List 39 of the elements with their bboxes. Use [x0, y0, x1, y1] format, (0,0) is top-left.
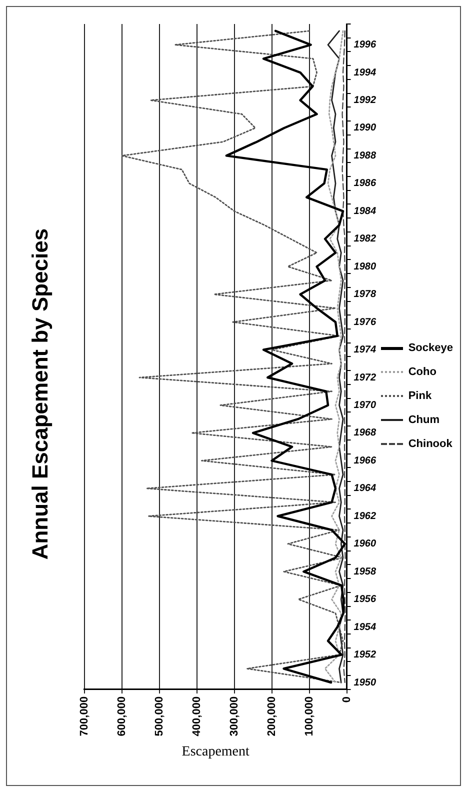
y-tick-label: 1972	[354, 372, 376, 384]
y-tick-label: 1980	[354, 261, 376, 272]
y-tick-label: 1950	[354, 677, 376, 688]
y-tick-label: 1958	[354, 566, 376, 578]
y-tick-label: 1956	[354, 594, 376, 606]
x-tick-label: 600,000	[116, 696, 128, 736]
x-tick-label: 500,000	[153, 696, 166, 736]
y-tick-label: 1954	[354, 622, 376, 633]
y-tick-label: 1996	[354, 40, 376, 51]
legend-label: Sockeye	[408, 342, 453, 354]
y-tick-label: 1968	[354, 428, 376, 439]
y-tick-label: 1982	[354, 234, 376, 245]
y-tick-label: 1976	[354, 316, 376, 328]
x-tick-label: 0	[340, 696, 353, 703]
y-tick-label: 1988	[354, 150, 376, 162]
y-tick-label: 1994	[354, 67, 376, 78]
legend-label: Pink	[408, 390, 432, 402]
legend-label: Chum	[408, 414, 440, 426]
y-tick-label: 1964	[354, 483, 376, 494]
y-tick-label: 1962	[354, 510, 376, 522]
y-tick-label: 1970	[354, 400, 376, 411]
y-tick-label: 1974	[354, 344, 376, 356]
y-tick-label: 1986	[354, 178, 376, 190]
y-tick-label: 1984	[354, 206, 376, 217]
x-axis-title: Escapement	[182, 744, 250, 760]
x-tick-label: 400,000	[190, 696, 203, 736]
y-tick-label: 1990	[354, 122, 376, 134]
x-tick-label: 200,000	[266, 696, 278, 736]
legend-label: Coho	[408, 366, 436, 378]
y-tick-label: 1992	[354, 95, 376, 106]
x-tick-label: 100,000	[303, 696, 316, 736]
y-tick-label: 1952	[354, 650, 376, 661]
x-tick-label: 300,000	[228, 696, 240, 736]
y-tick-label: 1978	[354, 289, 376, 300]
x-tick-label: 700,000	[78, 696, 90, 736]
legend-label: Chinook	[408, 438, 452, 450]
text: Annual Escapement by Species	[27, 228, 52, 560]
y-tick-label: 1966	[354, 455, 376, 466]
y-tick-label: 1960	[354, 538, 376, 550]
